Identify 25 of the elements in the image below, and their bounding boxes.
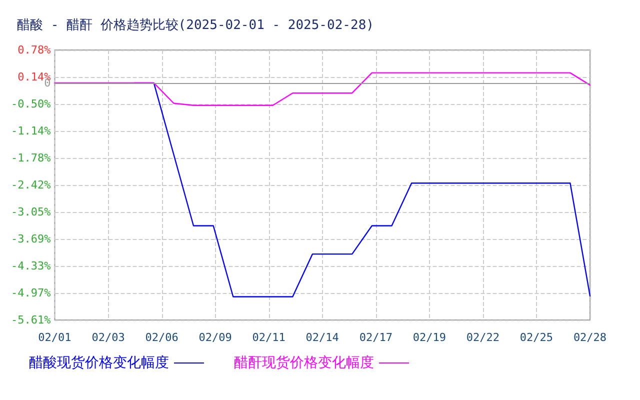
- y-tick-label: 0.78%: [18, 44, 52, 56]
- x-tick-label: 02/25: [520, 331, 554, 344]
- x-tick-label: 02/22: [466, 331, 500, 344]
- x-tick-label: 02/11: [252, 331, 286, 344]
- x-tick-label: 02/03: [92, 331, 125, 344]
- x-tick-label: 02/17: [359, 331, 392, 344]
- x-tick-label: 02/09: [198, 331, 232, 344]
- legend-label: 醋酸现货价格变化幅度: [29, 355, 169, 371]
- y-tick-label: -5.61%: [10, 314, 52, 326]
- y-tick-label: -4.33%: [10, 259, 52, 272]
- x-tick-label: 02/14: [306, 331, 340, 344]
- x-tick-label: 02/01: [38, 331, 72, 344]
- y-tick-label: -4.97%: [10, 286, 52, 300]
- x-tick-label: 02/06: [145, 331, 178, 344]
- x-tick-label: 02/19: [412, 331, 446, 344]
- y-tick-label: -3.69%: [10, 232, 52, 246]
- y-tick-label: -1.78%: [10, 152, 52, 165]
- y-tick-label: -0.50%: [10, 98, 52, 111]
- line-series: [54, 72, 591, 106]
- chart-title: 醋酸 - 醋酐 价格趋势比较(2025-02-01 - 2025-02-28): [17, 18, 374, 33]
- y-tick-label: -3.05%: [10, 205, 52, 218]
- y-tick-label: -2.42%: [10, 178, 52, 192]
- legend-label: 醋酐现货价格变化幅度: [234, 355, 374, 371]
- x-tick-label: 02/28: [573, 331, 607, 344]
- y-tick-label: -1.14%: [10, 124, 52, 138]
